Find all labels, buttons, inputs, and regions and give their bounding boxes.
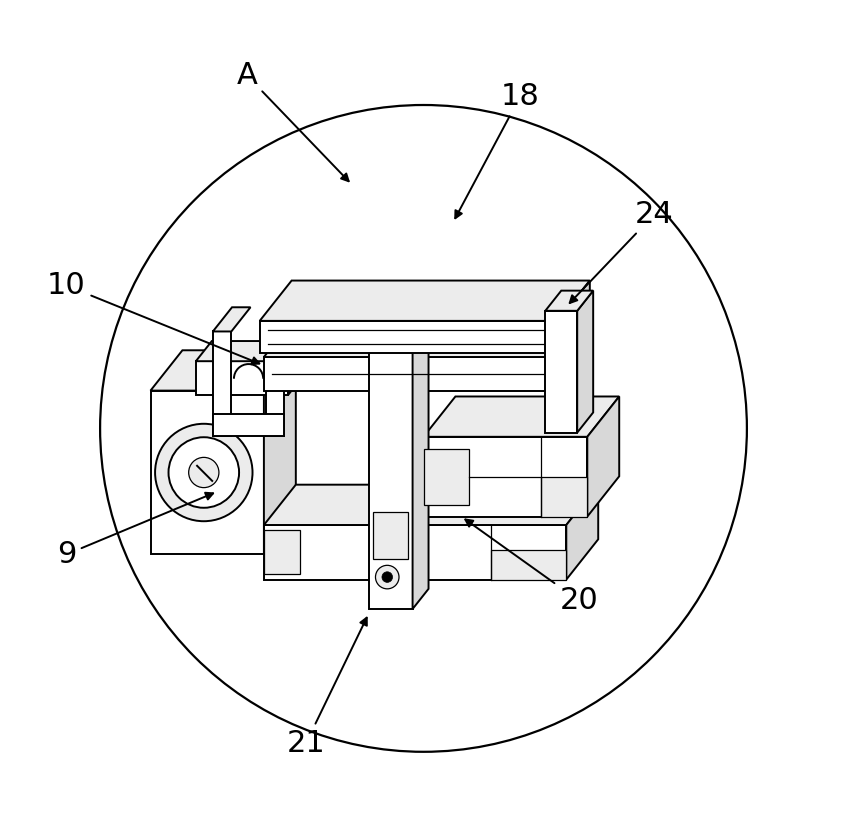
Polygon shape	[260, 321, 558, 353]
Polygon shape	[213, 414, 285, 437]
Polygon shape	[545, 291, 593, 311]
Polygon shape	[412, 328, 429, 609]
Polygon shape	[264, 531, 300, 575]
Polygon shape	[213, 332, 231, 437]
Circle shape	[375, 565, 399, 589]
Polygon shape	[196, 361, 288, 395]
Polygon shape	[264, 357, 554, 391]
Polygon shape	[151, 391, 264, 554]
Text: 9: 9	[57, 493, 213, 569]
Polygon shape	[213, 307, 251, 332]
Polygon shape	[369, 328, 429, 349]
Circle shape	[189, 457, 219, 487]
Polygon shape	[424, 449, 469, 505]
Circle shape	[382, 572, 392, 582]
Text: 21: 21	[286, 617, 367, 758]
Polygon shape	[264, 525, 567, 580]
Polygon shape	[490, 549, 567, 580]
Circle shape	[169, 438, 239, 507]
Polygon shape	[567, 485, 598, 580]
Polygon shape	[554, 317, 585, 391]
Circle shape	[155, 424, 252, 521]
Polygon shape	[264, 317, 585, 357]
Polygon shape	[196, 341, 304, 361]
Text: 24: 24	[570, 200, 674, 303]
Polygon shape	[369, 349, 412, 609]
Polygon shape	[577, 291, 593, 433]
Polygon shape	[264, 485, 598, 525]
Text: 18: 18	[455, 82, 540, 218]
Text: 20: 20	[465, 519, 598, 615]
Polygon shape	[151, 350, 296, 391]
Polygon shape	[288, 341, 304, 395]
Polygon shape	[424, 437, 587, 517]
Text: A: A	[236, 61, 349, 181]
Polygon shape	[266, 332, 285, 437]
Polygon shape	[545, 311, 577, 433]
Polygon shape	[424, 396, 619, 437]
Polygon shape	[260, 281, 590, 321]
Polygon shape	[587, 396, 619, 517]
Polygon shape	[266, 307, 303, 332]
Polygon shape	[558, 281, 590, 353]
Polygon shape	[264, 350, 296, 554]
Polygon shape	[541, 477, 587, 517]
Text: 10: 10	[47, 271, 259, 365]
Polygon shape	[373, 512, 408, 559]
